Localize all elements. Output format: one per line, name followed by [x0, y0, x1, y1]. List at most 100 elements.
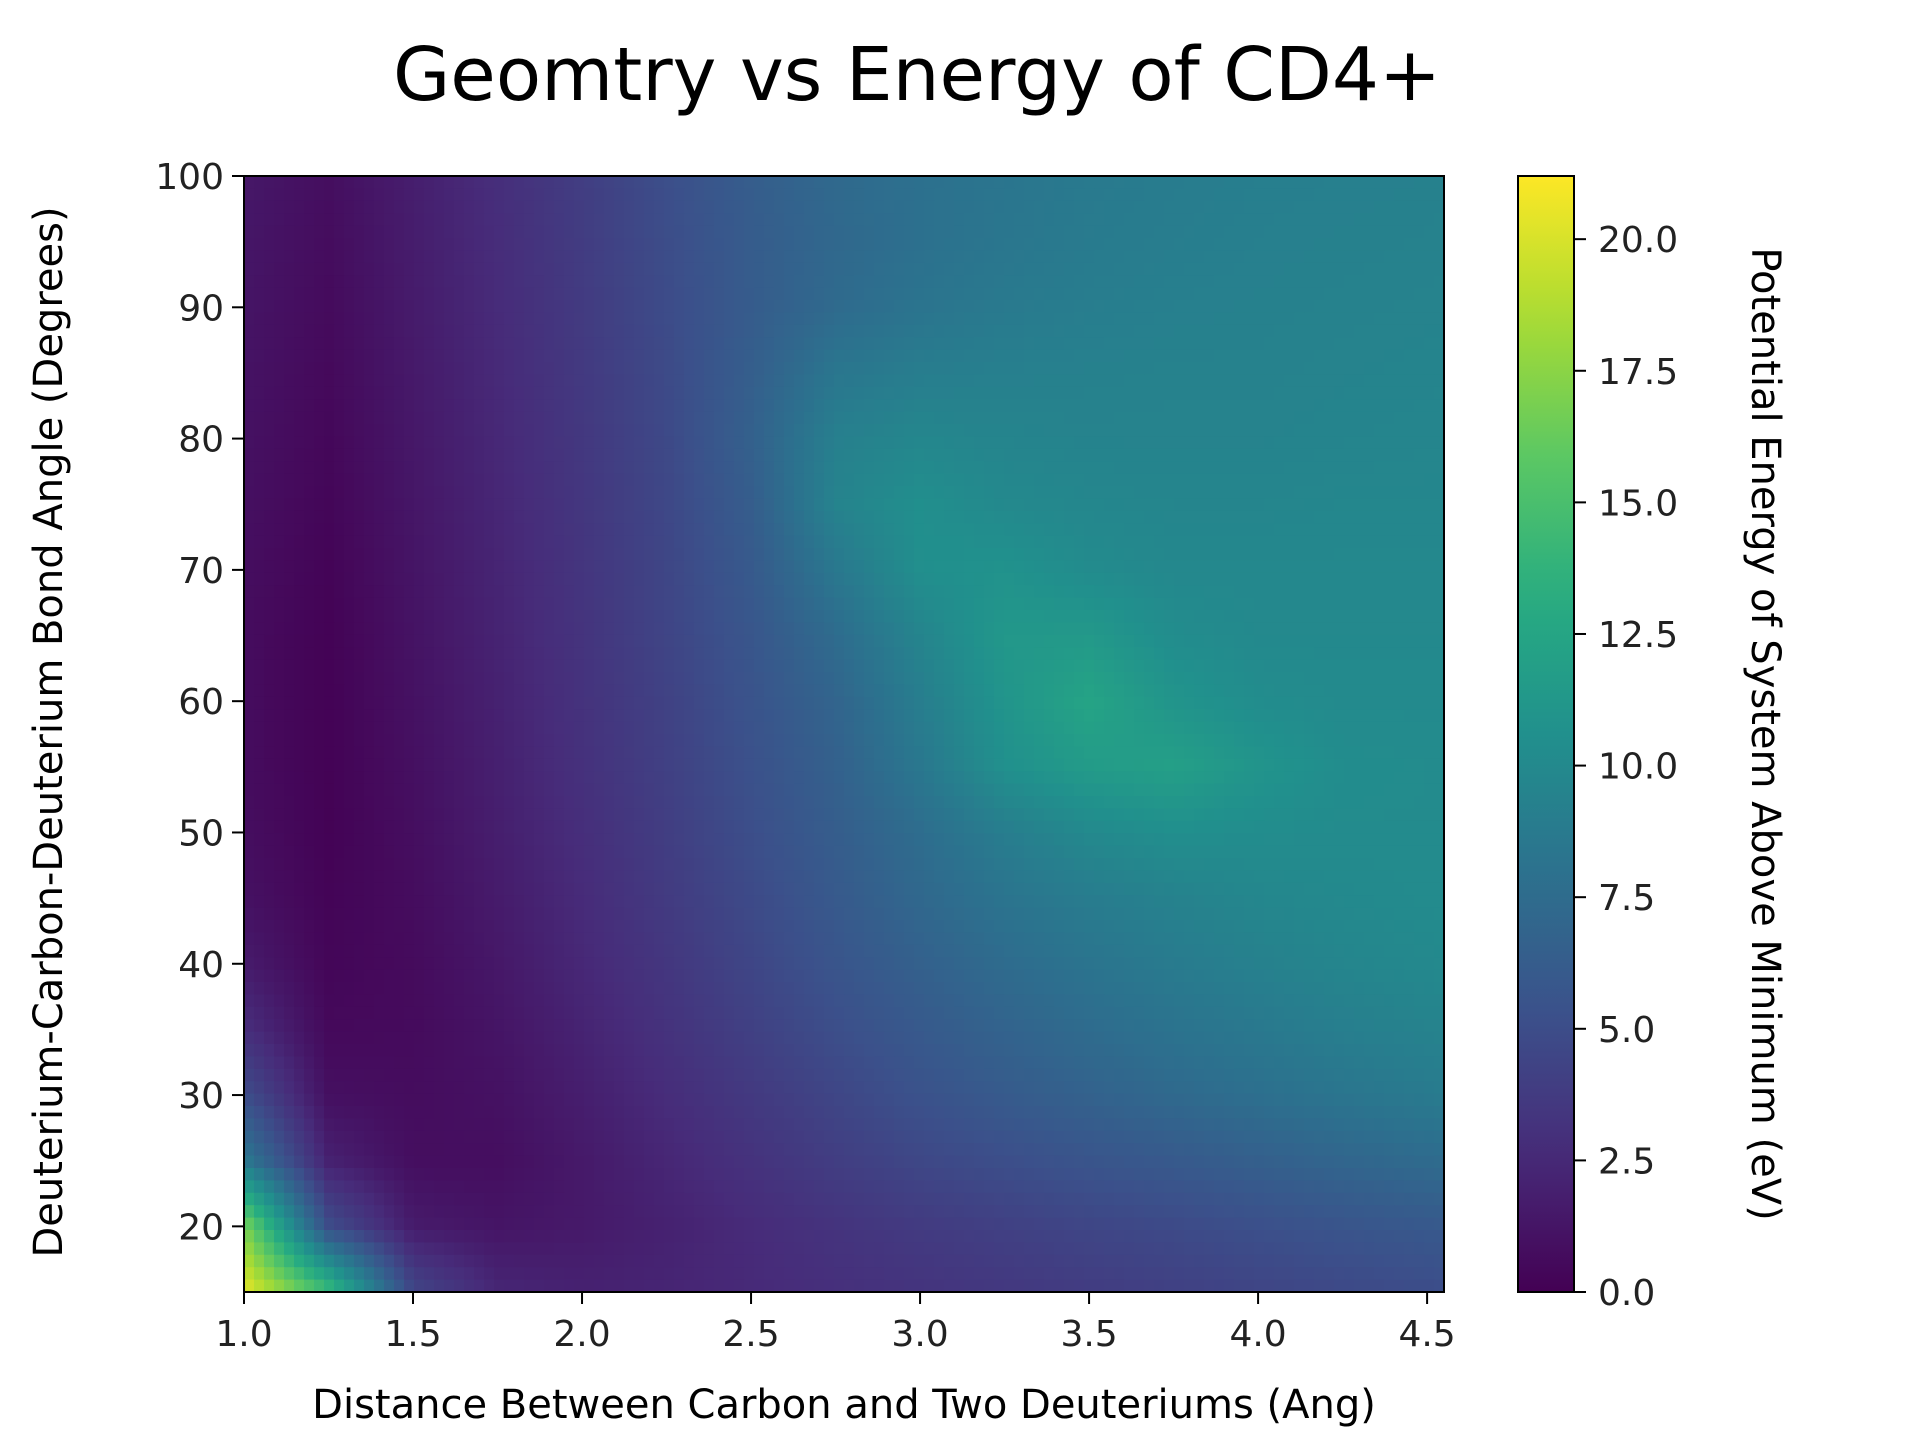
heatmap-cell	[1214, 349, 1225, 363]
heatmap-cell	[814, 250, 825, 264]
heatmap-cell	[424, 262, 435, 276]
heatmap-cell	[914, 436, 925, 450]
heatmap-cell	[1284, 622, 1295, 636]
heatmap-cell	[1114, 349, 1125, 363]
heatmap-cell	[1114, 250, 1125, 264]
heatmap-cell	[1014, 312, 1025, 326]
heatmap-cell	[994, 399, 1005, 413]
heatmap-cell	[824, 337, 835, 351]
heatmap-cell	[974, 349, 985, 363]
heatmap-cell	[1314, 225, 1325, 239]
heatmap-cell	[1214, 399, 1225, 413]
heatmap-cell	[324, 200, 335, 214]
heatmap-cell	[684, 634, 695, 648]
heatmap-cell	[1024, 672, 1035, 685]
heatmap-cell	[304, 622, 315, 636]
heatmap-cell	[294, 176, 305, 189]
heatmap-cell	[734, 176, 745, 189]
heatmap-cell	[864, 411, 875, 425]
heatmap-cell	[1014, 424, 1025, 437]
heatmap-cell	[1274, 312, 1285, 326]
heatmap-cell	[484, 411, 495, 425]
heatmap-cell	[244, 647, 255, 661]
heatmap-cell	[294, 461, 305, 475]
heatmap-cell	[1364, 250, 1375, 264]
heatmap-cell	[304, 659, 315, 673]
heatmap-cell	[1234, 312, 1245, 326]
heatmap-cell	[274, 287, 285, 301]
heatmap-cell	[1114, 548, 1125, 561]
heatmap-cell	[964, 597, 975, 611]
heatmap-cell	[1164, 225, 1175, 239]
heatmap-cell	[1434, 225, 1445, 239]
heatmap-cell	[1224, 436, 1235, 450]
heatmap-cell	[1074, 448, 1085, 462]
heatmap-cell	[524, 300, 535, 313]
heatmap-cell	[624, 548, 635, 561]
heatmap-cell	[1374, 622, 1385, 636]
heatmap-cell	[624, 324, 635, 338]
heatmap-cell	[634, 262, 645, 276]
heatmap-cell	[294, 486, 305, 499]
heatmap-cell	[734, 287, 745, 301]
heatmap-cell	[774, 188, 785, 202]
heatmap-cell	[484, 287, 495, 301]
heatmap-cell	[1414, 560, 1425, 574]
heatmap-cell	[244, 312, 255, 326]
heatmap-cell	[704, 424, 715, 437]
heatmap-cell	[424, 560, 435, 574]
heatmap-cell	[254, 250, 265, 264]
heatmap-cell	[774, 634, 785, 648]
heatmap-cell	[284, 585, 295, 599]
heatmap-cell	[974, 424, 985, 437]
heatmap-cell	[434, 560, 445, 574]
heatmap-cell	[1254, 672, 1265, 685]
heatmap-cell	[924, 610, 935, 623]
heatmap-cell	[694, 659, 705, 673]
heatmap-cell	[354, 399, 365, 413]
heatmap-cell	[864, 548, 875, 561]
heatmap-cell	[884, 560, 895, 574]
heatmap-cell	[1164, 498, 1175, 512]
heatmap-cell	[534, 548, 545, 561]
heatmap-cell	[254, 362, 265, 375]
heatmap-cell	[774, 498, 785, 512]
heatmap-cell	[354, 324, 365, 338]
heatmap-cell	[1214, 176, 1225, 189]
heatmap-cell	[834, 250, 845, 264]
heatmap-cell	[564, 473, 575, 487]
heatmap-cell	[414, 374, 425, 388]
heatmap-cell	[1404, 510, 1415, 524]
heatmap-cell	[784, 411, 795, 425]
heatmap-cell	[564, 610, 575, 623]
heatmap-cell	[594, 659, 605, 673]
heatmap-cell	[1194, 498, 1205, 512]
heatmap-cell	[1164, 300, 1175, 313]
heatmap-cell	[494, 448, 505, 462]
heatmap-cell	[574, 386, 585, 400]
heatmap-cell	[504, 523, 515, 537]
heatmap-cell	[524, 349, 535, 363]
heatmap-cell	[1164, 411, 1175, 425]
heatmap-cell	[784, 275, 795, 289]
heatmap-cell	[834, 262, 845, 276]
heatmap-cell	[784, 300, 795, 313]
heatmap-cell	[364, 436, 375, 450]
heatmap-cell	[1184, 176, 1195, 189]
heatmap-cell	[1004, 436, 1015, 450]
heatmap-cell	[1204, 200, 1215, 214]
heatmap-cell	[844, 461, 855, 475]
heatmap-cell	[574, 548, 585, 561]
heatmap-cell	[1344, 647, 1355, 661]
heatmap-cell	[724, 585, 735, 599]
heatmap-cell	[1124, 424, 1135, 437]
heatmap-cell	[1194, 473, 1205, 487]
heatmap-cell	[1364, 188, 1375, 202]
heatmap-cell	[774, 461, 785, 475]
heatmap-cell	[434, 634, 445, 648]
heatmap-cell	[1434, 386, 1445, 400]
heatmap-cell	[1064, 659, 1075, 673]
heatmap-cell	[1024, 634, 1035, 648]
heatmap-cell	[874, 349, 885, 363]
heatmap-cell	[434, 424, 445, 437]
